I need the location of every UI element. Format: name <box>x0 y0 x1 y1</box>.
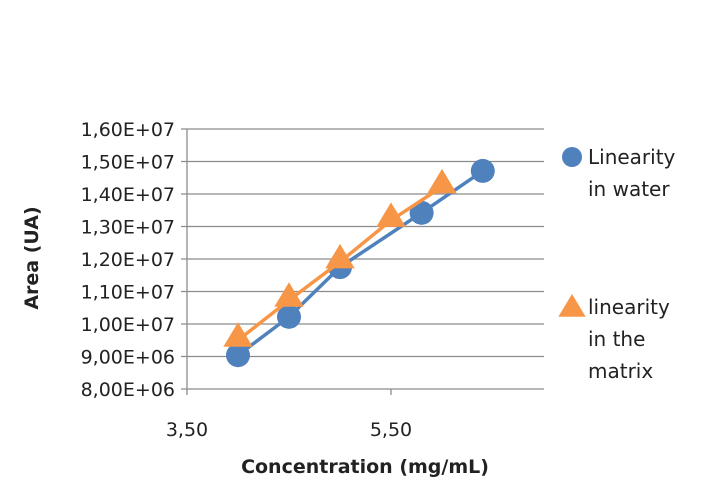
data-point-triangle <box>376 202 406 227</box>
data-point-triangle <box>427 168 457 194</box>
data-point-triangle <box>223 322 253 347</box>
y-tick-label: 1,50E+07 <box>81 152 175 174</box>
x-tick-label: 3,50 <box>166 419 208 441</box>
legend: Linearity in water linearity in the matrix <box>558 145 676 383</box>
legend-label: in the <box>588 327 645 351</box>
y-tick-label: 1,60E+07 <box>81 119 175 141</box>
legend-marker-circle <box>562 147 582 167</box>
legend-label: Linearity <box>588 145 676 169</box>
y-tick-label: 1,30E+07 <box>81 217 175 239</box>
x-tick-label: 5,50 <box>370 419 412 441</box>
data-point-circle <box>277 304 301 329</box>
y-tick-label: 8,00E+06 <box>81 379 175 401</box>
y-tick-label: 9,00E+06 <box>81 347 175 369</box>
x-axis-title: Concentration (mg/mL) <box>241 456 489 478</box>
data-point-triangle <box>274 282 304 307</box>
legend-label: in water <box>588 177 670 201</box>
y-tick-label: 1,10E+07 <box>81 282 175 304</box>
legend-label: matrix <box>588 359 653 383</box>
y-axis-title: Area (UA) <box>21 206 43 309</box>
y-tick-label: 1,20E+07 <box>81 249 175 271</box>
y-tick-label: 1,00E+07 <box>81 314 175 336</box>
legend-label: linearity <box>588 295 670 319</box>
data-point-circle <box>226 343 250 368</box>
data-point-circle <box>470 158 495 183</box>
data-point-circle <box>409 200 434 225</box>
y-tick-label: 1,40E+07 <box>81 184 175 206</box>
data-point-triangle <box>325 243 355 269</box>
legend-marker-triangle <box>558 294 586 317</box>
series-line-0 <box>236 169 484 357</box>
